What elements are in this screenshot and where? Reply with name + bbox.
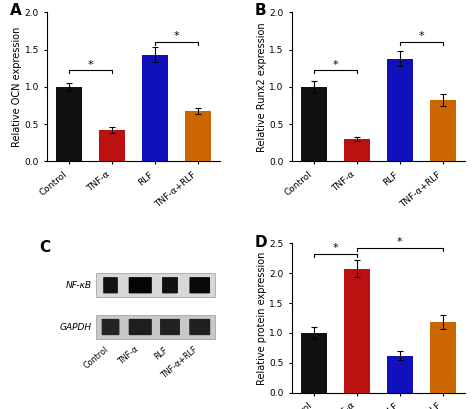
Bar (56, 87, 82, 162)
Text: *: * (419, 31, 424, 41)
Y-axis label: Relative Runx2 expression: Relative Runx2 expression (256, 22, 267, 152)
Text: A: A (9, 3, 21, 18)
Bar (185, 111, 211, 162)
FancyBboxPatch shape (162, 277, 178, 293)
Bar (344, 269, 370, 393)
FancyBboxPatch shape (96, 315, 215, 339)
FancyBboxPatch shape (189, 319, 210, 335)
Bar (344, 139, 370, 162)
FancyBboxPatch shape (96, 273, 215, 297)
Text: *: * (88, 60, 93, 70)
FancyBboxPatch shape (129, 319, 152, 335)
Bar (387, 356, 413, 393)
Text: D: D (254, 234, 267, 249)
FancyBboxPatch shape (160, 319, 180, 335)
Text: Control: Control (82, 345, 110, 371)
FancyBboxPatch shape (129, 277, 152, 293)
Text: NF-κB: NF-κB (66, 281, 92, 290)
Bar (142, 55, 168, 162)
Bar (99, 130, 125, 162)
Text: *: * (332, 243, 338, 254)
Text: RLF: RLF (153, 345, 170, 361)
Text: C: C (39, 240, 50, 256)
Bar (430, 100, 456, 162)
Text: B: B (254, 3, 266, 18)
Text: *: * (332, 60, 338, 70)
FancyBboxPatch shape (101, 319, 119, 335)
Y-axis label: Relative OCN expression: Relative OCN expression (12, 27, 22, 147)
Bar (387, 58, 413, 162)
Bar (301, 333, 327, 393)
Bar (430, 322, 456, 393)
Text: *: * (397, 238, 403, 247)
Bar (301, 87, 327, 162)
Text: GAPDH: GAPDH (60, 323, 92, 332)
Y-axis label: Relative protein expression: Relative protein expression (256, 252, 267, 385)
Text: *: * (174, 31, 180, 41)
Text: TNF-α: TNF-α (117, 345, 140, 367)
Text: TNF-α+RLF: TNF-α+RLF (160, 345, 200, 380)
FancyBboxPatch shape (190, 277, 210, 293)
FancyBboxPatch shape (103, 277, 118, 293)
